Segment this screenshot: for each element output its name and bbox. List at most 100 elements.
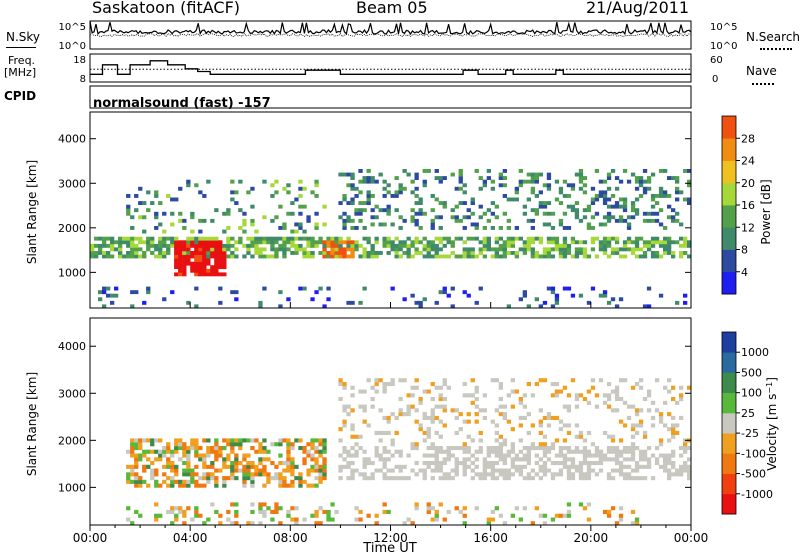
power-cell (522, 290, 527, 295)
power-cell (102, 304, 107, 309)
power-cell (398, 190, 403, 195)
velocity-cbar-frame (721, 331, 737, 515)
power-cell (354, 247, 359, 252)
power-cell (166, 247, 171, 252)
velocity-cell (494, 468, 499, 473)
power-cell (406, 247, 411, 252)
power-cell (642, 179, 648, 184)
power-cell (370, 194, 375, 198)
power-cell (534, 297, 539, 302)
velocity-cell (314, 468, 319, 473)
velocity-cell (286, 468, 291, 473)
velocity-cell (634, 521, 640, 526)
power-cell (482, 240, 487, 245)
velocity-cell (418, 400, 423, 405)
power-cell (683, 243, 688, 248)
velocity-cell (671, 472, 676, 477)
velocity-cell (606, 404, 612, 409)
velocity-cell (242, 476, 247, 481)
power-cell (654, 254, 660, 259)
velocity-cell (634, 408, 640, 413)
power-cell (362, 208, 367, 213)
power-cell (198, 268, 203, 273)
velocity-cell (310, 513, 315, 518)
power-cell (414, 251, 419, 255)
power-cell (450, 286, 455, 291)
velocity-cell (194, 453, 199, 458)
velocity-cell (538, 378, 543, 383)
noise-tick-top-left: 10^5 (59, 22, 86, 33)
power-cell (278, 304, 283, 309)
power-cell (450, 304, 455, 309)
velocity-cell (346, 461, 351, 466)
velocity-cell (462, 472, 467, 477)
velocity-cell (398, 397, 403, 402)
velocity-cell (614, 408, 620, 413)
power-cell (542, 204, 548, 209)
velocity-cell (310, 468, 315, 473)
power-cell (546, 186, 552, 191)
power-cell (94, 243, 99, 248)
power-cell (546, 183, 552, 188)
power-cell (502, 169, 507, 173)
time-tick-label: 12:00 (373, 531, 408, 545)
power-cell (370, 243, 375, 248)
power-cell (606, 243, 612, 248)
velocity-cell (178, 509, 183, 514)
velocity-cell (138, 438, 143, 443)
velocity-cell (526, 446, 531, 451)
power-cell (282, 251, 287, 255)
power-cell (142, 229, 147, 234)
power-cbar-label: Power [dB] (759, 179, 773, 244)
power-cell (194, 183, 199, 188)
velocity-cell (350, 427, 355, 432)
velocity-cell (186, 479, 191, 484)
power-cell (478, 286, 483, 291)
velocity-cell (594, 461, 600, 466)
velocity-cell (198, 513, 203, 518)
velocity-cell (218, 468, 223, 473)
power-cell (306, 236, 311, 241)
power-cell (198, 240, 203, 245)
velocity-cell (462, 393, 467, 398)
velocity-cell (342, 419, 347, 424)
power-cell (558, 201, 564, 205)
velocity-cell (510, 442, 515, 447)
velocity-cell (426, 430, 431, 435)
power-cell (454, 215, 459, 220)
velocity-cell (406, 404, 411, 409)
velocity-cell (394, 430, 399, 435)
velocity-cell (667, 389, 672, 394)
velocity-cell (394, 415, 399, 420)
velocity-cell (262, 502, 267, 507)
velocity-cell (663, 385, 668, 390)
velocity-cell (146, 449, 151, 454)
power-cell (258, 247, 263, 252)
velocity-cell (398, 378, 403, 383)
velocity-cell (246, 521, 251, 526)
velocity-cell (430, 453, 435, 458)
velocity-cell (422, 438, 427, 443)
power-cell (298, 226, 303, 230)
velocity-cell (278, 506, 283, 511)
velocity-cell (242, 483, 247, 488)
velocity-cell (606, 434, 612, 439)
power-cell (554, 240, 560, 245)
power-cell (518, 183, 523, 188)
power-cell (130, 243, 135, 248)
power-cell (366, 190, 371, 195)
power-cell (394, 190, 399, 195)
velocity-cell (630, 427, 636, 432)
power-cell (675, 240, 680, 245)
power-cell (650, 251, 656, 255)
power-cell (574, 201, 580, 205)
velocity-cell (582, 397, 588, 402)
power-cell (242, 243, 247, 248)
power-cell (202, 218, 207, 223)
velocity-cell (494, 438, 499, 443)
power-cell (606, 186, 612, 191)
power-cell (494, 247, 499, 252)
velocity-cell (330, 517, 335, 522)
power-cell (386, 183, 391, 188)
velocity-cell (198, 453, 203, 458)
